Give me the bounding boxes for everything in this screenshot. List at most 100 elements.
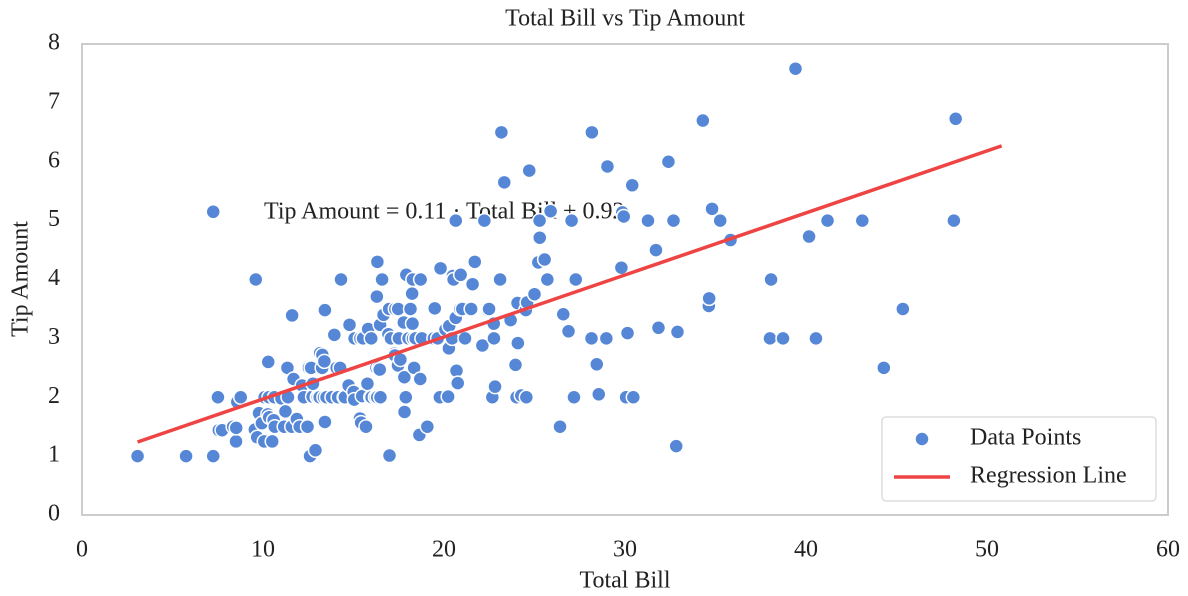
data-point: [452, 267, 469, 283]
data-point: [854, 212, 871, 229]
data-point: [178, 448, 194, 464]
y-tick-label: 3: [48, 324, 60, 350]
data-point: [372, 389, 389, 405]
data-point: [660, 154, 677, 170]
chart-title: Total Bill vs Tip Amount: [505, 6, 745, 32]
data-point: [317, 302, 333, 318]
data-point: [486, 330, 502, 347]
y-tick-label: 8: [48, 30, 60, 56]
data-point: [440, 388, 456, 405]
data-point: [625, 389, 642, 405]
data-point: [284, 307, 300, 324]
data-point: [526, 286, 543, 302]
y-axis-label: Tip Amount: [8, 221, 34, 337]
data-point: [363, 330, 379, 347]
data-point: [493, 124, 510, 141]
data-point: [701, 290, 717, 307]
legend-box: [881, 416, 1157, 502]
data-point: [404, 285, 420, 302]
legend-label: Data Points: [970, 425, 1081, 451]
data-point: [591, 386, 607, 403]
data-point: [615, 208, 632, 225]
data-point: [624, 177, 640, 194]
data-point: [205, 204, 221, 220]
data-point: [619, 325, 636, 341]
data-point: [518, 389, 535, 405]
regression-line: [136, 144, 1003, 444]
data-point: [819, 212, 836, 229]
data-point: [650, 320, 667, 336]
data-point: [510, 335, 526, 351]
data-point: [895, 301, 911, 317]
data-point: [402, 301, 419, 317]
data-point: [476, 212, 493, 229]
data-point: [589, 356, 605, 373]
x-tick-label: 30: [613, 537, 637, 563]
data-point: [552, 418, 568, 435]
data-point: [457, 330, 473, 347]
data-point: [232, 389, 249, 405]
data-point: [542, 203, 559, 219]
data-point: [712, 212, 728, 229]
y-tick-label: 7: [48, 88, 60, 114]
data-point: [876, 360, 892, 376]
data-point: [307, 442, 324, 458]
legend-marker: [914, 431, 930, 447]
x-tick-label: 50: [975, 537, 999, 563]
data-point: [369, 254, 386, 270]
y-tick-label: 5: [48, 206, 60, 232]
data-point: [481, 301, 497, 317]
data-point: [371, 361, 388, 378]
y-tick-label: 6: [48, 147, 60, 173]
data-point: [358, 418, 374, 435]
data-point: [947, 111, 964, 127]
data-point: [248, 271, 264, 288]
data-point: [808, 330, 824, 347]
data-point: [492, 271, 508, 288]
data-point: [463, 301, 479, 317]
data-point: [412, 371, 429, 387]
data-point: [129, 448, 146, 464]
data-point: [507, 357, 524, 373]
data-point: [555, 306, 572, 322]
data-point: [474, 337, 491, 354]
data-point: [568, 271, 584, 288]
data-point: [531, 229, 548, 246]
data-point: [374, 271, 390, 288]
data-point: [787, 60, 804, 77]
data-point: [598, 330, 615, 347]
y-tick-label: 0: [48, 501, 60, 527]
data-point: [299, 418, 316, 435]
x-axis-label: Total Bill: [580, 568, 671, 594]
data-point: [613, 259, 630, 276]
data-point: [398, 389, 414, 405]
data-point: [496, 174, 513, 191]
data-point: [260, 354, 276, 370]
data-point: [264, 433, 280, 450]
data-point: [432, 260, 449, 277]
data-point: [668, 438, 684, 454]
data-point: [563, 212, 580, 229]
data-point: [326, 327, 343, 343]
data-point: [566, 389, 582, 405]
data-point: [404, 315, 421, 332]
x-tick-label: 10: [251, 537, 275, 563]
y-tick-label: 4: [48, 265, 60, 291]
data-point: [228, 433, 244, 450]
data-point: [317, 414, 333, 430]
data-point: [359, 375, 376, 392]
data-point: [599, 158, 616, 175]
data-point: [583, 330, 600, 347]
data-point: [531, 212, 548, 229]
data-point: [946, 212, 962, 229]
data-point: [695, 112, 711, 129]
data-point: [210, 389, 226, 405]
data-point: [369, 288, 385, 305]
data-point: [640, 212, 656, 229]
data-point: [205, 448, 221, 464]
data-point: [448, 212, 464, 229]
y-tick-label: 2: [48, 383, 60, 409]
data-point: [665, 212, 682, 229]
data-point: [584, 124, 600, 141]
data-point: [487, 378, 503, 395]
